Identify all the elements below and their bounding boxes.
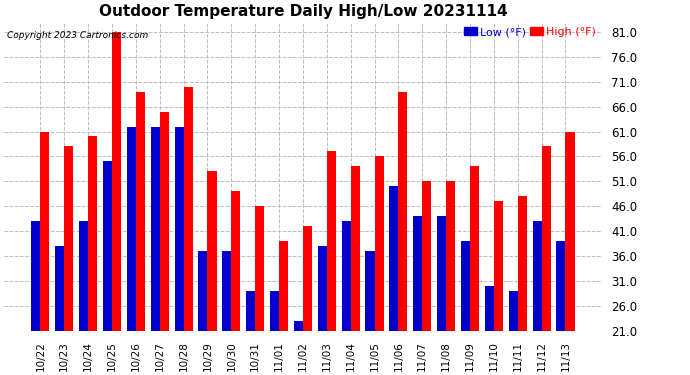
Bar bbox=[470, 166, 479, 331]
Bar bbox=[294, 321, 303, 331]
Bar bbox=[375, 156, 384, 331]
Bar bbox=[342, 221, 351, 331]
Bar bbox=[509, 291, 518, 331]
Bar bbox=[422, 182, 431, 331]
Bar bbox=[351, 166, 359, 331]
Bar bbox=[542, 147, 551, 331]
Bar bbox=[127, 126, 136, 331]
Bar bbox=[317, 246, 327, 331]
Legend: Low (°F), High (°F): Low (°F), High (°F) bbox=[464, 27, 596, 37]
Bar bbox=[485, 286, 494, 331]
Bar bbox=[279, 241, 288, 331]
Bar bbox=[41, 132, 50, 331]
Text: Copyright 2023 Cartronics.com: Copyright 2023 Cartronics.com bbox=[7, 31, 148, 40]
Bar bbox=[112, 32, 121, 331]
Bar bbox=[159, 111, 169, 331]
Bar bbox=[136, 92, 145, 331]
Bar bbox=[255, 206, 264, 331]
Bar bbox=[533, 221, 542, 331]
Bar bbox=[79, 221, 88, 331]
Bar bbox=[184, 87, 193, 331]
Bar bbox=[327, 152, 336, 331]
Bar bbox=[103, 162, 112, 331]
Bar bbox=[389, 186, 398, 331]
Bar bbox=[31, 221, 41, 331]
Bar bbox=[303, 226, 312, 331]
Bar bbox=[446, 182, 455, 331]
Bar bbox=[199, 251, 208, 331]
Bar bbox=[556, 241, 566, 331]
Bar bbox=[222, 251, 231, 331]
Title: Outdoor Temperature Daily High/Low 20231114: Outdoor Temperature Daily High/Low 20231… bbox=[99, 4, 507, 19]
Bar bbox=[64, 147, 73, 331]
Bar bbox=[566, 132, 575, 331]
Bar bbox=[231, 191, 240, 331]
Bar bbox=[55, 246, 64, 331]
Bar bbox=[208, 171, 217, 331]
Bar bbox=[461, 241, 470, 331]
Bar bbox=[150, 126, 159, 331]
Bar bbox=[398, 92, 408, 331]
Bar bbox=[175, 126, 184, 331]
Bar bbox=[413, 216, 422, 331]
Bar bbox=[494, 201, 503, 331]
Bar bbox=[246, 291, 255, 331]
Bar bbox=[366, 251, 375, 331]
Bar bbox=[270, 291, 279, 331]
Bar bbox=[437, 216, 446, 331]
Bar bbox=[518, 196, 526, 331]
Bar bbox=[88, 136, 97, 331]
